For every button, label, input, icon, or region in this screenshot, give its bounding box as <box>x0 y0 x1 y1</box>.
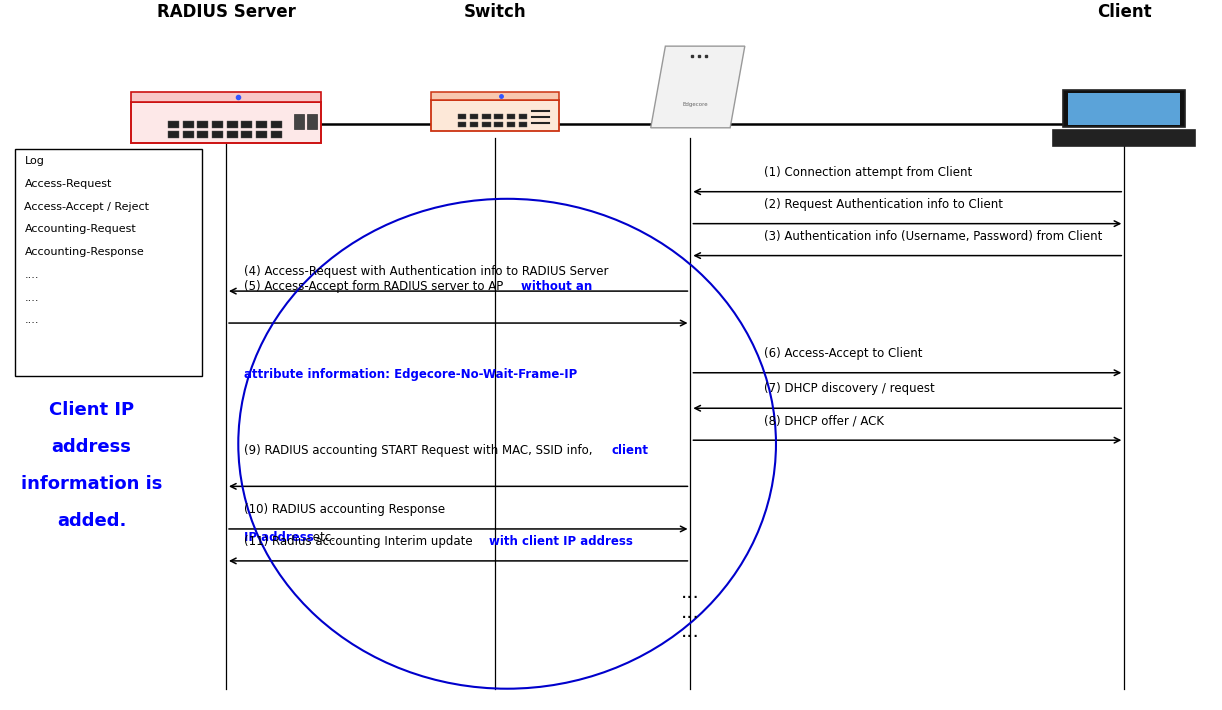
Bar <box>519 122 528 127</box>
Text: etc.: etc. <box>309 531 335 544</box>
Bar <box>295 114 304 129</box>
Text: RADIUS Server: RADIUS Server <box>156 4 296 21</box>
Bar <box>257 121 268 128</box>
Text: without an: without an <box>522 280 593 293</box>
Bar <box>483 114 491 119</box>
Bar <box>213 121 224 128</box>
Text: (3) Authentication info (Username, Password) from Client: (3) Authentication info (Username, Passw… <box>764 230 1102 243</box>
Text: (1) Connection attempt from Client: (1) Connection attempt from Client <box>764 166 971 179</box>
Bar <box>458 122 467 127</box>
Text: ...: ... <box>681 603 700 621</box>
Text: with client IP address: with client IP address <box>489 535 633 548</box>
FancyBboxPatch shape <box>132 92 321 102</box>
Text: Access-Accept / Reject: Access-Accept / Reject <box>24 202 149 212</box>
Bar <box>483 122 491 127</box>
Bar <box>198 131 209 138</box>
Text: ....: .... <box>24 293 39 302</box>
Bar <box>242 131 253 138</box>
Bar <box>495 122 503 127</box>
Bar <box>495 114 503 119</box>
Text: (5) Access-Accept form RADIUS server to AP: (5) Access-Accept form RADIUS server to … <box>244 280 507 293</box>
Bar <box>169 131 180 138</box>
Text: (2) Request Authentication info to Client: (2) Request Authentication info to Clien… <box>764 198 1003 211</box>
Text: (9) RADIUS accounting START Request with MAC, SSID info,: (9) RADIUS accounting START Request with… <box>244 444 596 457</box>
Text: ...: ... <box>681 584 700 602</box>
Bar <box>271 131 282 138</box>
Bar <box>198 121 209 128</box>
Bar <box>507 122 516 127</box>
Text: (4) Access-Request with Authentication info to RADIUS Server: (4) Access-Request with Authentication i… <box>244 266 609 278</box>
Bar <box>519 114 528 119</box>
Text: client: client <box>611 444 649 457</box>
Bar <box>507 114 516 119</box>
Text: added.: added. <box>57 512 126 530</box>
Text: ...: ... <box>681 622 700 640</box>
Bar <box>470 114 479 119</box>
Bar <box>183 121 194 128</box>
Bar <box>183 131 194 138</box>
Text: Client: Client <box>1097 4 1151 21</box>
FancyBboxPatch shape <box>15 149 202 376</box>
FancyBboxPatch shape <box>431 92 560 100</box>
FancyBboxPatch shape <box>1053 130 1195 146</box>
Bar <box>271 121 282 128</box>
FancyBboxPatch shape <box>132 102 321 143</box>
Bar <box>470 122 479 127</box>
FancyBboxPatch shape <box>431 100 560 131</box>
Text: (11) Radius accounting Interim update: (11) Radius accounting Interim update <box>244 535 477 548</box>
Bar <box>169 121 180 128</box>
Text: (7) DHCP discovery / request: (7) DHCP discovery / request <box>764 383 935 395</box>
Bar <box>458 114 467 119</box>
Text: Log: Log <box>24 156 44 166</box>
Text: Client IP: Client IP <box>49 401 134 419</box>
Text: (10) RADIUS accounting Response: (10) RADIUS accounting Response <box>244 503 446 516</box>
Text: Switch: Switch <box>463 4 527 21</box>
Text: ....: .... <box>24 270 39 280</box>
Text: information is: information is <box>21 475 163 493</box>
Text: (8) DHCP offer / ACK: (8) DHCP offer / ACK <box>764 415 884 427</box>
Text: address: address <box>51 438 132 456</box>
Text: Edgecore: Edgecore <box>682 102 708 107</box>
Bar <box>227 131 238 138</box>
Bar <box>213 131 224 138</box>
FancyBboxPatch shape <box>1063 90 1185 127</box>
Text: Accounting-Response: Accounting-Response <box>24 247 144 257</box>
Text: (6) Access-Accept to Client: (6) Access-Accept to Client <box>764 347 923 360</box>
FancyBboxPatch shape <box>1068 93 1180 124</box>
Text: IP address: IP address <box>244 531 314 544</box>
Text: ....: .... <box>24 315 39 325</box>
Bar <box>242 121 253 128</box>
Text: Access-Request: Access-Request <box>24 179 112 189</box>
Text: attribute information: Edgecore-No-Wait-Frame-IP: attribute information: Edgecore-No-Wait-… <box>244 368 578 381</box>
Text: Accounting-Request: Accounting-Request <box>24 224 136 234</box>
Bar <box>227 121 238 128</box>
Bar <box>257 131 268 138</box>
Bar <box>308 114 318 129</box>
Polygon shape <box>650 46 745 128</box>
